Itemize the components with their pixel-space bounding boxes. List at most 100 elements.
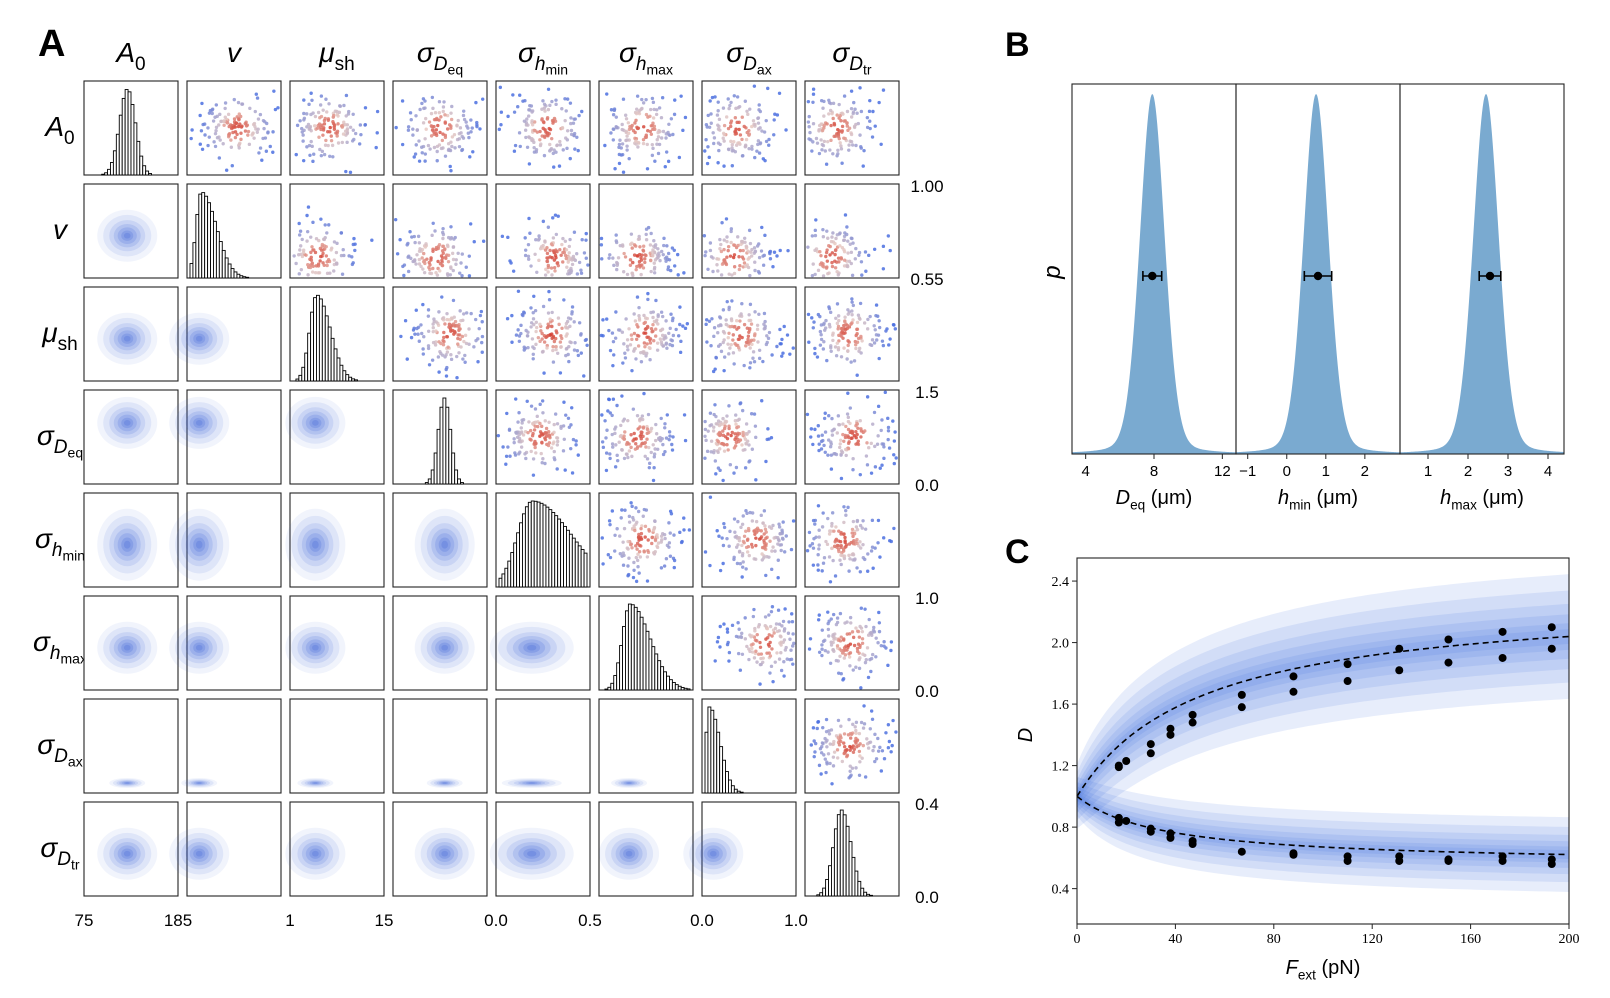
scatter-point — [873, 444, 877, 449]
scatter-point — [431, 249, 435, 253]
scatter-point — [886, 663, 890, 668]
kde-contour — [523, 642, 541, 653]
scatter-point — [633, 528, 637, 533]
scatter-point — [417, 159, 422, 163]
scatter-point — [845, 632, 850, 636]
scatter-point — [743, 264, 748, 269]
scatter-point — [605, 428, 609, 432]
scatter-point — [717, 431, 722, 436]
kde-contour — [441, 540, 449, 549]
scatter-point — [781, 619, 786, 624]
scatter-point — [504, 454, 509, 459]
scatter-point — [224, 168, 229, 172]
scatter-point — [731, 255, 736, 260]
scatter-point — [865, 737, 869, 741]
scatter-point — [501, 445, 505, 449]
x-tick-label: 0 — [1074, 932, 1081, 947]
scatter-point — [875, 442, 880, 446]
scatter-point — [423, 137, 427, 141]
scatter-point — [828, 580, 833, 584]
kde-contour — [311, 782, 319, 784]
kde-contour — [121, 642, 134, 653]
scatter-point — [619, 516, 623, 520]
scatter-point — [672, 533, 676, 537]
scatter-point — [815, 726, 819, 731]
kde-contour — [109, 632, 146, 664]
scatter-point — [836, 148, 840, 152]
scatter-point — [222, 119, 226, 123]
scatter-point — [406, 125, 411, 129]
scatter-point — [831, 764, 836, 768]
scatter-point — [860, 339, 864, 343]
scatter-point — [776, 535, 780, 540]
scatter-point — [607, 256, 611, 260]
scatter-point — [649, 231, 653, 236]
scatter-point — [445, 334, 449, 339]
scatter-point — [653, 258, 658, 262]
y-tick-label: 0.8 — [1052, 821, 1070, 836]
scatter-point — [460, 147, 465, 152]
scatter-point — [632, 560, 636, 565]
scatter-point — [870, 545, 875, 549]
scatter-point — [764, 536, 768, 540]
scatter-point — [574, 443, 578, 447]
scatter-point — [756, 528, 761, 532]
scatter-point — [860, 637, 865, 641]
scatter-point — [811, 563, 816, 567]
col-header-7: σDtr — [832, 37, 872, 77]
scatter-point — [248, 106, 252, 111]
data-point — [1395, 666, 1404, 675]
scatter-point — [237, 142, 242, 147]
scatter-point — [705, 318, 709, 322]
cell-3-1 — [169, 389, 282, 485]
scatter-point — [811, 100, 815, 104]
scatter-point — [856, 336, 861, 341]
scatter-point — [776, 608, 781, 612]
data-point — [1122, 816, 1131, 825]
scatter-point — [350, 255, 354, 259]
scatter-point — [329, 134, 333, 138]
scatter-point — [461, 357, 465, 361]
scatter-point — [816, 720, 820, 724]
scatter-point — [441, 105, 446, 109]
scatter-point — [652, 267, 657, 271]
scatter-point — [858, 133, 862, 137]
scatter-point — [541, 246, 545, 250]
scatter-point — [745, 326, 750, 330]
scatter-point — [842, 119, 846, 123]
scatter-point — [524, 328, 528, 333]
scatter-point — [882, 536, 886, 540]
scatter-point — [850, 436, 854, 440]
scatter-point — [845, 357, 849, 361]
scatter-point — [728, 103, 732, 108]
scatter-point — [467, 135, 471, 140]
scatter-point — [348, 170, 353, 175]
scatter-point — [663, 165, 667, 169]
kde-contour — [121, 333, 134, 344]
scatter-point — [852, 100, 856, 105]
scatter-point — [662, 243, 666, 248]
cell-frame — [392, 286, 488, 382]
scatter-point — [207, 111, 212, 115]
scatter-point — [648, 341, 653, 345]
scatter-point — [718, 247, 722, 251]
scatter-point — [831, 331, 835, 335]
scatter-point — [622, 456, 627, 461]
scatter-point — [834, 353, 839, 358]
scatter-point — [479, 309, 484, 314]
scatter-point — [823, 757, 827, 761]
scatter-point — [236, 124, 241, 129]
scatter-point — [317, 122, 322, 126]
scatter-point — [747, 430, 751, 434]
scatter-point — [664, 342, 668, 346]
scatter-point — [574, 439, 578, 443]
scatter-point — [746, 334, 751, 338]
scatter-point — [580, 238, 584, 242]
scatter-point — [740, 302, 744, 306]
scatter-point — [854, 720, 859, 725]
scatter-point — [649, 426, 654, 431]
scatter-point — [571, 121, 576, 125]
scatter-point — [579, 268, 583, 272]
scatter-point — [855, 327, 859, 332]
scatter-point — [323, 143, 328, 147]
